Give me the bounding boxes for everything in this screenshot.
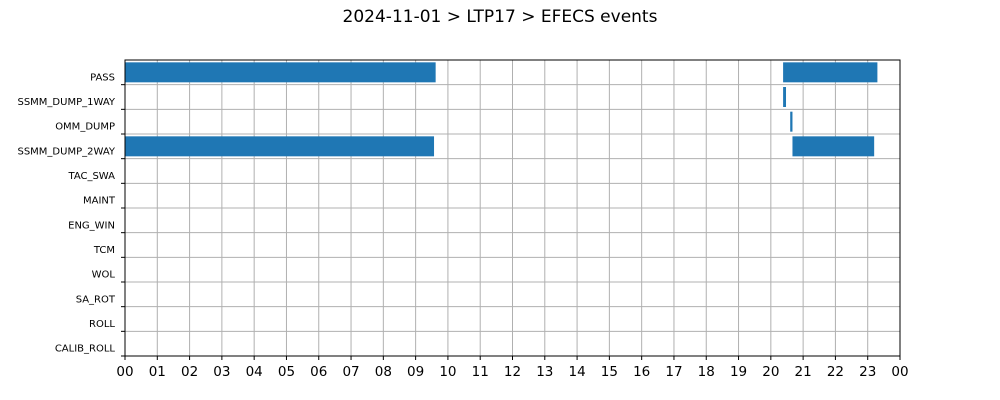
y-tick-label: TAC_SWA — [67, 171, 115, 182]
x-tick-label: 07 — [342, 364, 359, 380]
y-tick-label: SA_ROT — [76, 294, 116, 305]
plot-area-frame — [124, 59, 901, 357]
x-tick-label: 05 — [278, 364, 295, 380]
event-bar-pass — [783, 62, 878, 83]
y-tick-label: TCM — [93, 245, 115, 256]
x-tick-label: 18 — [698, 364, 715, 380]
x-tick-label: 09 — [407, 364, 424, 380]
y-tick-label: MAINT — [83, 196, 116, 207]
x-tick-label: 16 — [633, 364, 650, 380]
y-tick-label: ENG_WIN — [68, 220, 115, 231]
event-bars — [125, 62, 878, 157]
x-tick-label: 19 — [730, 364, 747, 380]
y-tick-label: SSMM_DUMP_1WAY — [17, 97, 115, 108]
event-bar-ssmm-dump-2way — [125, 136, 435, 157]
x-tick-label: 02 — [181, 364, 198, 380]
y-tick-label: PASS — [90, 72, 115, 83]
x-tick-label: 01 — [149, 364, 166, 380]
y-tick-label: ROLL — [89, 319, 115, 330]
y-tick-label: OMM_DUMP — [55, 122, 115, 133]
event-bar-omm-dump — [790, 111, 793, 132]
event-bar-pass — [125, 62, 436, 83]
x-tick-label: 20 — [762, 364, 779, 380]
x-tick-label: 08 — [375, 364, 392, 380]
x-tick-label: 22 — [827, 364, 844, 380]
x-tick-label: 00 — [116, 364, 133, 380]
y-tick-label: WOL — [92, 270, 116, 281]
event-bar-ssmm-dump-1way — [783, 87, 787, 107]
x-tick-label: 15 — [601, 364, 618, 380]
axis-ticks: 00 01 02 03 04 05 06 07 08 09 10 11 12 13 14 15 16 17 18 19… — [17, 72, 908, 380]
x-tick-label: 21 — [795, 364, 812, 380]
x-tick-label: 13 — [536, 364, 553, 380]
x-tick-label: 06 — [310, 364, 327, 380]
x-tick-label: 00 — [891, 364, 908, 380]
x-tick-label: 10 — [439, 364, 456, 380]
y-tick-label: SSMM_DUMP_2WAY — [17, 146, 115, 157]
y-tick-label: CALIB_ROLL — [55, 344, 116, 355]
x-tick-label: 17 — [665, 364, 682, 380]
x-tick-label: 12 — [504, 364, 521, 380]
x-tick-label: 23 — [859, 364, 876, 380]
x-tick-label: 14 — [568, 364, 585, 380]
x-tick-label: 11 — [472, 364, 489, 380]
x-tick-label: 04 — [246, 364, 263, 380]
chart-title: 2024-11-01 > LTP17 > EFECS events — [343, 7, 658, 27]
x-tick-label: 03 — [213, 364, 230, 380]
event-bar-ssmm-dump-2way — [792, 136, 875, 157]
